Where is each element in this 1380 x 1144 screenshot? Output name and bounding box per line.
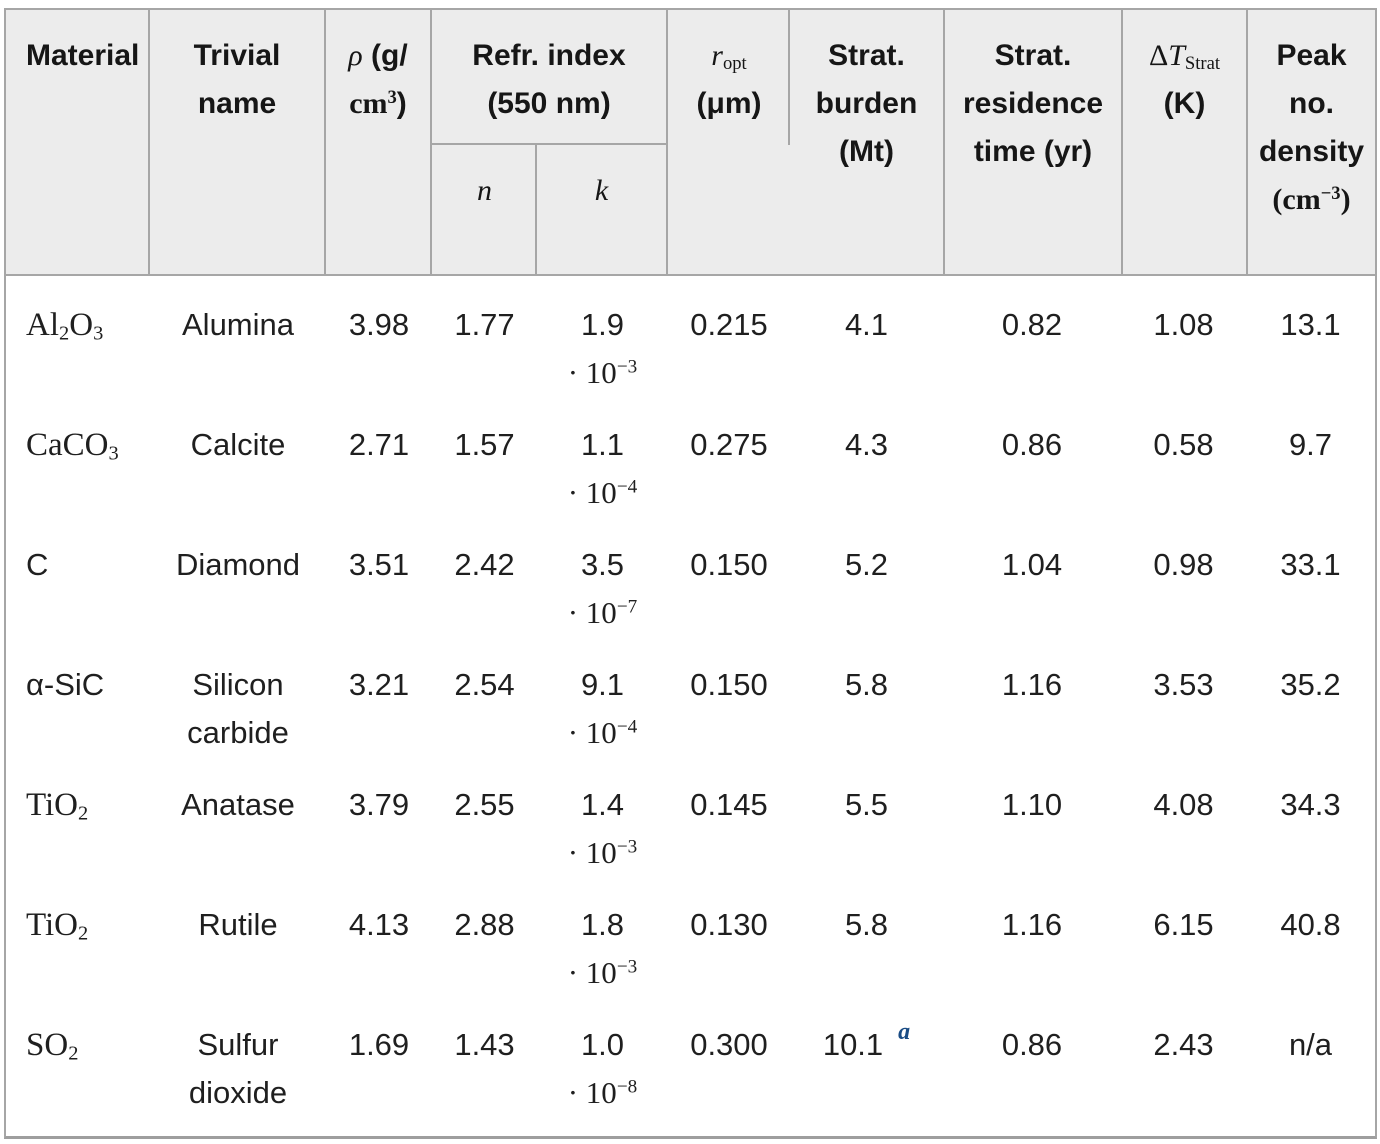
footnote-a-link[interactable]: a [898, 1019, 911, 1045]
cell-n: 2.55 [454, 787, 515, 822]
cell-trivial: Silicon carbide [187, 667, 289, 750]
cell-residence: 0.82 [1001, 307, 1063, 342]
cell-burden: 5.8 [844, 667, 889, 702]
cell-k: 1.1 · 10−4 [567, 427, 638, 510]
cell-burden: 5.8 [844, 907, 889, 942]
cell-material: SO2 [26, 1027, 79, 1065]
col-header-r-opt: ropt (μm) [668, 10, 790, 274]
col-header-trivial-name: Trivial name [150, 10, 326, 274]
cell-residence: 1.16 [1001, 667, 1063, 702]
materials-table: Material Trivial name ρ (g/cm3) Refr. ind… [4, 8, 1377, 1139]
cell-dt: 0.58 [1153, 427, 1214, 462]
cell-peak: 40.8 [1280, 907, 1341, 942]
cell-n: 1.57 [454, 427, 515, 462]
cell-k: 3.5 · 10−7 [567, 547, 638, 630]
col-header-n: n [477, 174, 492, 207]
table-row: α-SiC Silicon carbide 3.21 2.54 9.1 · 10−4 0.1… [6, 636, 1375, 756]
cell-k: 1.8 · 10−3 [567, 907, 638, 990]
cell-material: CaCO3 [26, 427, 119, 465]
cell-ropt: 0.150 [690, 547, 768, 582]
cell-material: C [26, 547, 49, 582]
cell-residence: 1.10 [1001, 787, 1063, 822]
cell-dt: 1.08 [1153, 307, 1214, 342]
table-header: Material Trivial name ρ (g/cm3) Refr. ind… [6, 10, 1375, 276]
cell-residence: 0.86 [1001, 1027, 1063, 1062]
cell-peak: 9.7 [1288, 427, 1333, 462]
cell-peak: 34.3 [1280, 787, 1341, 822]
cell-rho: 3.79 [348, 787, 410, 822]
cell-k: 1.9 · 10−3 [567, 307, 638, 390]
cell-dt: 4.08 [1153, 787, 1214, 822]
table-row: TiO2 Anatase 3.79 2.55 1.4 · 10−3 0.145 5.5 1.10… [6, 756, 1375, 876]
cell-peak: 13.1 [1280, 307, 1341, 342]
cell-rho: 3.21 [348, 667, 410, 702]
cell-n: 2.88 [454, 907, 515, 942]
cell-ropt: 0.130 [690, 907, 768, 942]
cell-dt: 0.98 [1153, 547, 1214, 582]
cell-dt: 6.15 [1153, 907, 1214, 942]
cell-k: 9.1 · 10−4 [567, 667, 638, 750]
col-header-delta-t-strat: ΔTStrat (K) [1121, 10, 1246, 274]
cell-peak: 35.2 [1280, 667, 1341, 702]
cell-burden: 5.5 [844, 787, 889, 822]
cell-rho: 4.13 [348, 907, 410, 942]
table-row: C Diamond 3.51 2.42 3.5 · 10−7 0.150 5.2 1.04 0.9… [6, 516, 1375, 636]
cell-burden: 10.1 a [822, 1019, 911, 1062]
cell-material: Al2O3 [26, 307, 104, 345]
cell-k: 1.0 · 10−8 [567, 1027, 638, 1110]
cell-n: 2.42 [454, 547, 515, 582]
col-header-k: k [535, 145, 668, 274]
cell-ropt: 0.275 [690, 427, 768, 462]
cell-trivial: Calcite [190, 427, 286, 462]
cell-rho: 2.71 [348, 427, 410, 462]
cell-dt: 3.53 [1153, 667, 1214, 702]
col-header-material: Material [6, 10, 150, 274]
cell-ropt: 0.145 [690, 787, 768, 822]
cell-peak: n/a [1288, 1027, 1333, 1062]
cell-residence: 1.04 [1001, 547, 1063, 582]
cell-material: α-SiC [26, 667, 105, 702]
cell-rho: 3.98 [348, 307, 410, 342]
cell-trivial: Anatase [181, 787, 295, 822]
table-row: TiO2 Rutile 4.13 2.88 1.8 · 10−3 0.130 5.8 1.16 6… [6, 876, 1375, 996]
cell-burden: 4.1 [844, 307, 889, 342]
cell-material: TiO2 [26, 787, 89, 825]
cell-residence: 0.86 [1001, 427, 1063, 462]
cell-burden: 4.3 [844, 427, 889, 462]
cell-n: 1.77 [454, 307, 515, 342]
col-header-density: ρ (g/cm3) [326, 10, 432, 274]
col-header-peak-number-density: Peak no. density (cm−3) [1246, 10, 1375, 274]
col-header-strat-burden: Strat. burden (Mt) [815, 39, 918, 168]
cell-dt: 2.43 [1153, 1027, 1214, 1062]
cell-n: 1.43 [454, 1027, 515, 1062]
col-header-refractive-index: Refr. index (550 nm) [432, 10, 668, 145]
table-row: CaCO3 Calcite 2.71 1.57 1.1 · 10−4 0.275 4.3 0.8… [6, 396, 1375, 516]
cell-trivial: Alumina [182, 307, 294, 342]
cell-k: 1.4 · 10−3 [567, 787, 638, 870]
cell-ropt: 0.150 [690, 667, 768, 702]
cell-trivial: Diamond [175, 547, 301, 582]
cell-rho: 3.51 [348, 547, 410, 582]
table-body: Al2O3 Alumina 3.98 1.77 1.9 · 10−3 0.215 4.1 0.8… [6, 276, 1375, 1136]
cell-trivial: Sulfur dioxide [188, 1027, 288, 1110]
table-row: Al2O3 Alumina 3.98 1.77 1.9 · 10−3 0.215 4.1 0.8… [6, 276, 1375, 396]
cell-ropt: 0.300 [690, 1027, 768, 1062]
col-header-strat-residence-time: Strat. residence time (yr) [943, 10, 1121, 274]
cell-material: TiO2 [26, 907, 89, 945]
cell-burden: 5.2 [844, 547, 889, 582]
table-row: SO2 Sulfur dioxide 1.69 1.43 1.0 · 10−8 0.300 1… [6, 996, 1375, 1136]
cell-n: 2.54 [454, 667, 515, 702]
cell-ropt: 0.215 [690, 307, 768, 342]
cell-trivial: Rutile [198, 907, 278, 942]
cell-rho: 1.69 [348, 1027, 410, 1062]
cell-residence: 1.16 [1001, 907, 1063, 942]
cell-peak: 33.1 [1280, 547, 1341, 582]
